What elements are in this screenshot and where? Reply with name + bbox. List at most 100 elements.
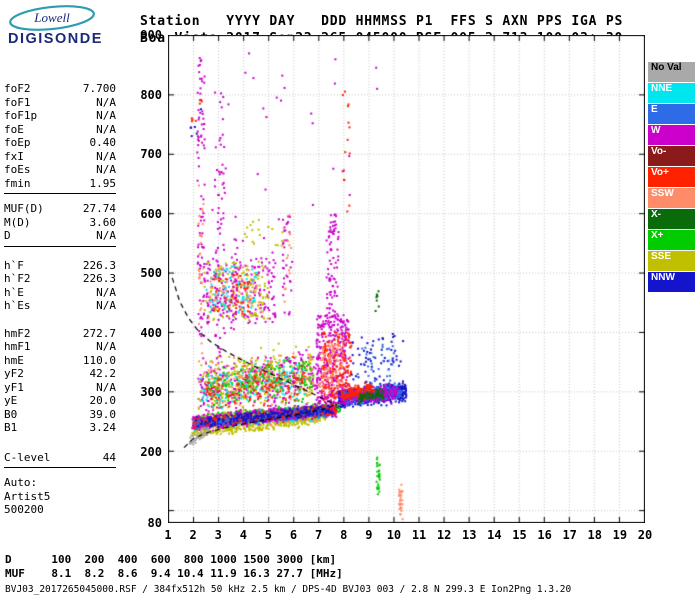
param-label: B0 (4, 407, 18, 421)
param-row-hmf1: hmF1 N/A (4, 340, 116, 354)
param-row-foe: foE N/A (4, 123, 116, 137)
parameter-panel: foF2 7.700 foF1 N/A foF1p N/A foE N/A foEp 0.40 fx… (4, 82, 116, 517)
param-label: hmF2 (4, 326, 31, 340)
param-row-h-f2: h`F2 226.3 (4, 272, 116, 286)
y-tick-label: 700 (140, 147, 162, 162)
param-label: hmF1 (4, 340, 31, 353)
param-value: N/A (96, 95, 116, 109)
legend-item-x-: X- (648, 209, 695, 229)
logo-swoosh-icon: Lowell DIGISONDE (8, 5, 101, 47)
param-value: 0.40 (89, 136, 117, 149)
x-tick-label: 3 (214, 528, 222, 542)
param-row-muf-d-: MUF(D) 27.74 (4, 202, 116, 216)
legend-item-vo+: Vo+ (648, 167, 695, 187)
ionogram-canvas (168, 35, 645, 523)
param-label: foEp (4, 136, 31, 149)
param-value: 3.60 (89, 215, 117, 229)
legend-item-vo-: Vo- (648, 146, 695, 166)
param-value: 44 (102, 450, 116, 464)
legend-item-sse: SSE (648, 251, 695, 271)
param-value: 226.3 (82, 258, 116, 272)
param-label: foEs (4, 163, 31, 176)
y-tick-label: 80 (147, 516, 162, 530)
x-tick-label: 16 (537, 528, 552, 542)
divider (4, 467, 116, 468)
param-group: Auto: Artist5 500200 (4, 476, 116, 517)
param-label: h`F2 (4, 272, 31, 285)
legend-item-x+: X+ (648, 230, 695, 250)
param-row-500200: 500200 (4, 503, 116, 517)
param-group: hmF2 272.7 hmF1 N/A hmE 110.0 yF2 42.2 yF1 N/A yE 2… (4, 327, 116, 435)
param-row-yf2: yF2 42.2 (4, 367, 116, 381)
param-label: foF1 (4, 95, 31, 109)
param-label: C-level (4, 450, 51, 464)
direction-legend: No Val NNE E W Vo- Vo+ SSW X- X+ SSE NNW (648, 62, 695, 293)
param-label: yE (4, 394, 18, 407)
param-label: yF1 (4, 380, 24, 394)
y-tick-label: 500 (140, 266, 162, 281)
param-row-foep: foEp 0.40 (4, 136, 116, 150)
param-value: N/A (96, 229, 116, 242)
param-label: hmE (4, 353, 24, 367)
param-row-fmin: fmin 1.95 (4, 177, 116, 191)
param-row-fof1: foF1 N/A (4, 96, 116, 110)
x-tick-label: 7 (315, 528, 323, 542)
divider (4, 245, 116, 247)
muf-row: MUF 8.1 8.2 8.6 9.4 10.4 11.9 16.3 27.7 … (5, 567, 343, 580)
param-value: 7.700 (82, 82, 116, 95)
param-row-c-level: C-level 44 (4, 451, 116, 465)
y-tick-label: 800 (140, 87, 162, 102)
param-label: foF1p (4, 109, 38, 122)
legend-item-e: E (648, 104, 695, 124)
param-group: MUF(D) 27.74 M(D) 3.60 D N/A (4, 202, 116, 243)
x-tick-label: 19 (612, 528, 628, 542)
x-tick-label: 6 (289, 528, 298, 542)
param-row-ye: yE 20.0 (4, 394, 116, 408)
param-label: yF2 (4, 367, 24, 380)
y-tick-label: 900 (140, 28, 162, 42)
footer-info: BVJ03_2017265045000.RSF / 384fx512h 50 k… (5, 584, 572, 595)
param-label: h`E (4, 285, 24, 299)
param-row-m-d-: M(D) 3.60 (4, 216, 116, 230)
distance-row: D 100 200 400 600 800 1000 1500 3000 [km… (5, 553, 337, 566)
param-row-hmf2: hmF2 272.7 (4, 327, 116, 341)
param-value: 1.95 (89, 176, 117, 190)
x-tick-label: 1 (164, 528, 172, 542)
param-value: 42.2 (89, 367, 117, 380)
param-label: B1 (4, 421, 18, 434)
y-tick-label: 600 (140, 206, 162, 221)
x-tick-label: 17 (562, 528, 577, 542)
param-value: N/A (96, 299, 116, 312)
x-tick-label: 8 (340, 528, 348, 542)
param-value: 27.74 (82, 202, 116, 215)
param-row-d: D N/A (4, 229, 116, 243)
param-value: 272.7 (82, 326, 116, 340)
legend-item-nne: NNE (648, 83, 695, 103)
param-row-h-e: h`E N/A (4, 286, 116, 300)
param-row-fxi: fxI N/A (4, 150, 116, 164)
param-value: N/A (96, 380, 116, 394)
x-tick-label: 9 (365, 528, 373, 542)
param-group: C-level 44 (4, 451, 116, 465)
param-value: N/A (96, 122, 116, 136)
param-label: foE (4, 122, 24, 136)
x-tick-label: 12 (436, 528, 452, 542)
param-row-h-es: h`Es N/A (4, 299, 116, 313)
x-tick-label: 14 (487, 528, 502, 542)
y-tick-label: 400 (140, 325, 162, 340)
param-row-foes: foEs N/A (4, 163, 116, 177)
x-tick-label: 13 (462, 528, 477, 542)
param-row-hme: hmE 110.0 (4, 354, 116, 368)
x-tick-label: 2 (189, 528, 197, 542)
divider (4, 193, 116, 194)
param-value: 20.0 (89, 394, 117, 407)
param-row-yf1: yF1 N/A (4, 381, 116, 395)
param-label: Artist5 (4, 489, 51, 503)
x-tick-label: 15 (512, 528, 527, 542)
param-label: MUF(D) (4, 202, 44, 215)
param-label: h`Es (4, 299, 31, 312)
param-row-h-f: h`F 226.3 (4, 259, 116, 273)
param-label: fxI (4, 149, 24, 163)
param-value: N/A (96, 340, 116, 353)
